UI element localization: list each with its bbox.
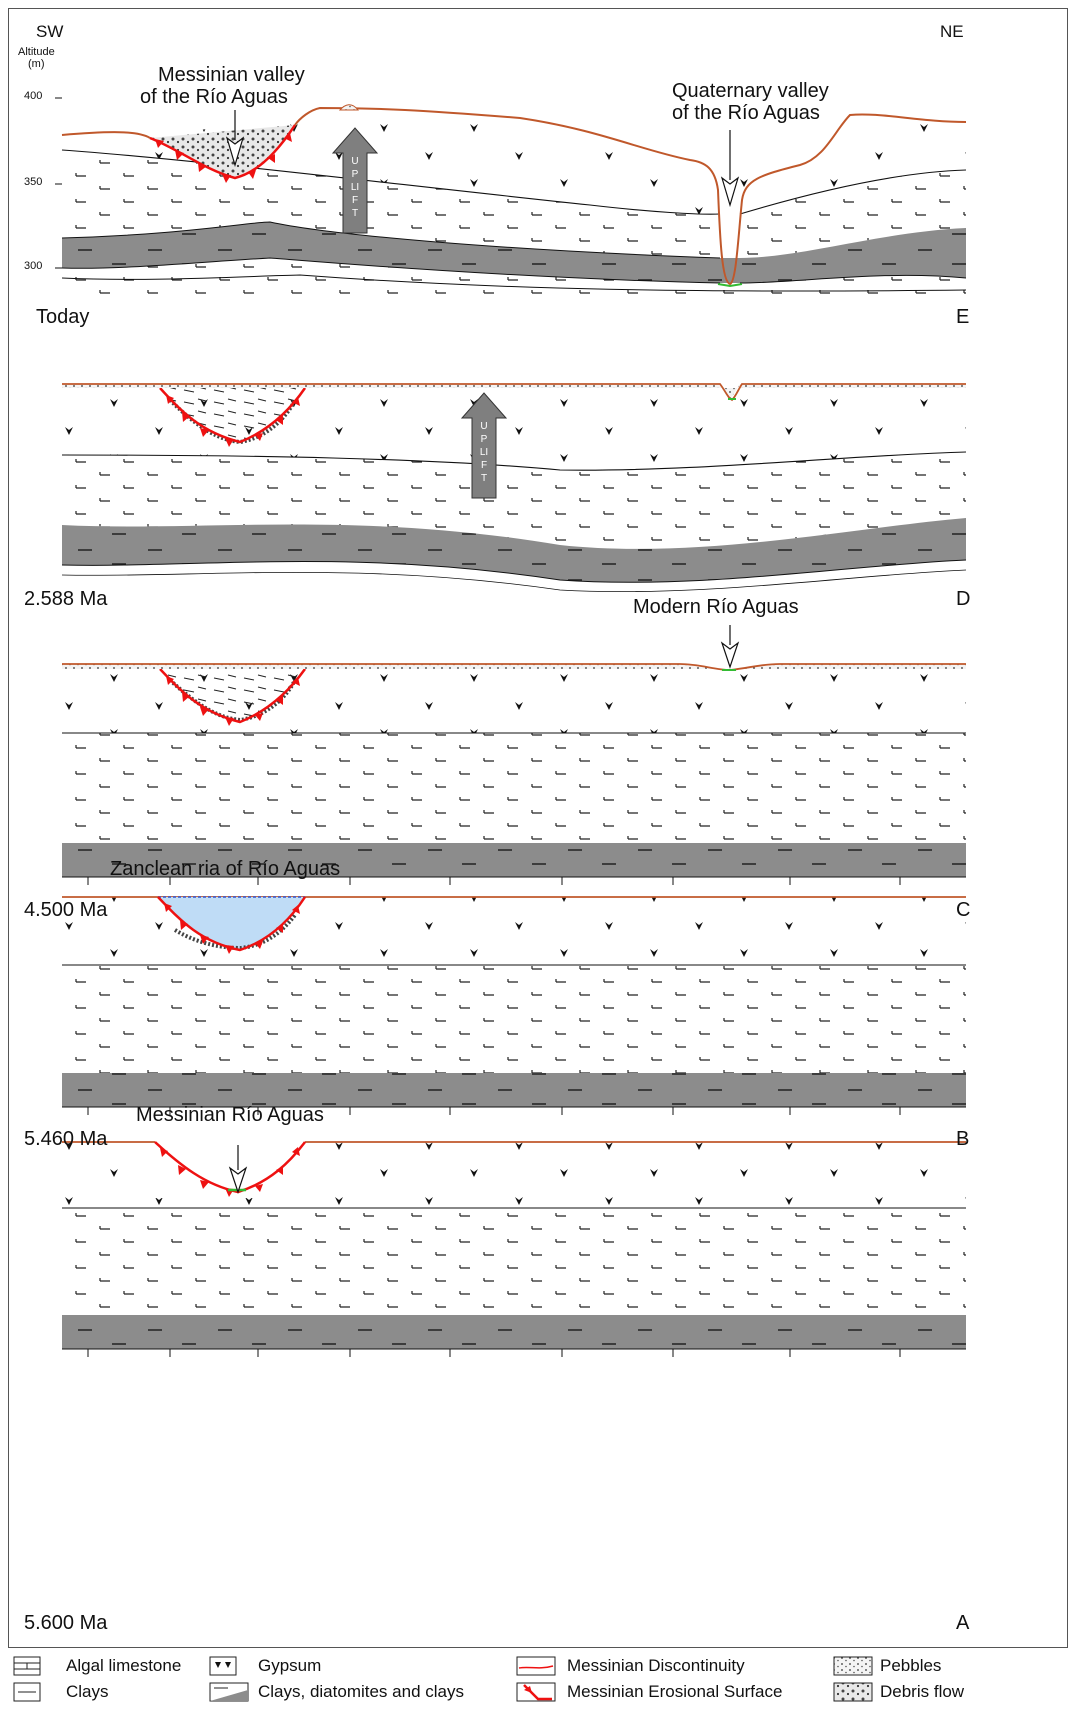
uplift-label: UPLIFT (350, 156, 360, 219)
diatomites-swatch (209, 1682, 249, 1702)
debris-flow-swatch (833, 1682, 873, 1702)
axis-tick: 300 (24, 260, 43, 272)
messinian-rio-aguas-label: Messinian Río Aguas (136, 1104, 324, 1126)
axis-tick: 400 (24, 90, 43, 102)
clays-swatch (13, 1682, 41, 1702)
panel-5460 (62, 896, 966, 1115)
messinian-valley-label-line2: of the Río Aguas (140, 86, 288, 108)
modern-rio-aguas-label: Modern Río Aguas (633, 596, 799, 618)
quaternary-valley-label-line2: of the Río Aguas (672, 102, 820, 124)
zanclean-ria-label: Zanclean ria of Río Aguas (110, 858, 341, 880)
panel-time-label: Today (36, 306, 90, 328)
panel-4500 (62, 625, 966, 885)
axis-tick: 350 (24, 176, 43, 188)
legend-label-erosional-surface: Messinian Erosional Surface (567, 1682, 783, 1701)
panel-letter: E (956, 306, 970, 328)
panel-letter: C (956, 899, 971, 921)
orientation-left: SW (36, 22, 64, 41)
axis-title: Altitude (18, 46, 55, 58)
figure-frame (8, 8, 1068, 1648)
panel-time-label: 5.460 Ma (24, 1128, 108, 1150)
algal-limestone-swatch (13, 1656, 41, 1676)
panel-letter: D (956, 588, 971, 610)
panel-time-label: 2.588 Ma (24, 588, 108, 610)
legend-label-debris-flow: Debris flow (880, 1682, 965, 1701)
legend (13, 1656, 873, 1702)
pebbles-swatch (833, 1656, 873, 1676)
panel-time-label: 4.500 Ma (24, 899, 108, 921)
orientation-right: NE (940, 22, 964, 41)
discontinuity-line-swatch (516, 1656, 556, 1676)
axis-unit: (m) (28, 58, 45, 70)
uplift-arrow-icon (331, 127, 379, 234)
uplift-arrow-icon (460, 392, 508, 499)
legend-label-discontinuity: Messinian Discontinuity (567, 1656, 745, 1675)
erosional-surface-swatch (516, 1682, 556, 1702)
uplift-label: UPLIFT (479, 421, 489, 484)
legend-label-clays: Clays (66, 1682, 109, 1701)
water-body (158, 897, 305, 950)
legend-label-algal-limestone: Algal limestone (66, 1656, 182, 1675)
panel-today (55, 97, 967, 300)
panel-5600 (62, 1141, 966, 1357)
legend-label-diatomites: Clays, diatomites and clays (258, 1682, 464, 1701)
messinian-valley-label-line1: Messinian valley (158, 64, 305, 86)
quaternary-valley-label-line1: Quaternary valley (672, 80, 829, 102)
legend-label-pebbles: Pebbles (880, 1656, 942, 1675)
legend-label-gypsum: Gypsum (258, 1656, 322, 1675)
panel-letter: A (956, 1612, 970, 1634)
panel-letter: B (956, 1128, 970, 1150)
panel-time-label: 5.600 Ma (24, 1612, 108, 1634)
gypsum-swatch (209, 1656, 237, 1676)
panel-2588 (61, 383, 967, 593)
